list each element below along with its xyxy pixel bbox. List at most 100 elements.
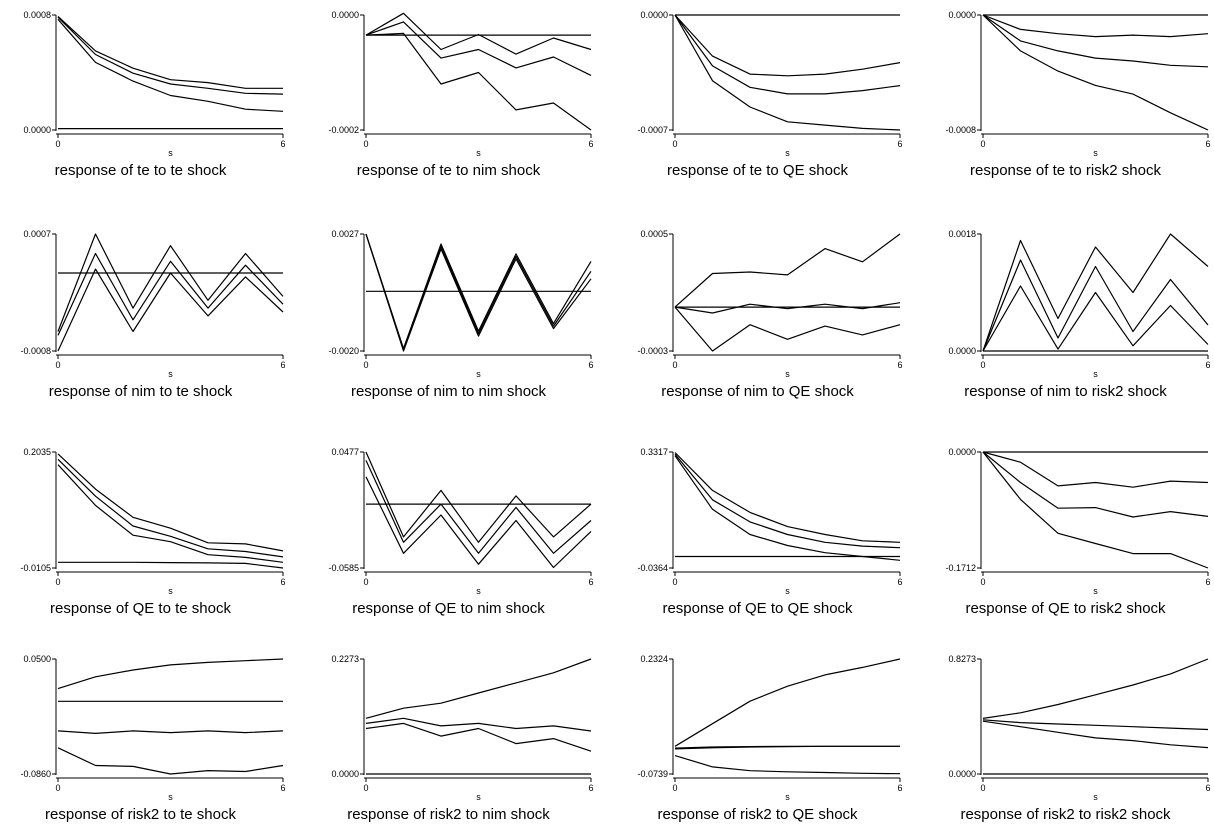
y-tick-label: 0.8273 bbox=[948, 654, 976, 664]
y-tick-label: 0.0000 bbox=[948, 447, 976, 457]
x-tick-label: 6 bbox=[588, 783, 593, 793]
y-tick-label: -0.0860 bbox=[20, 769, 51, 779]
chart-title: response of QE to QE shock bbox=[662, 600, 853, 617]
x-tick-label: 0 bbox=[363, 360, 368, 370]
series-line bbox=[365, 451, 592, 543]
x-axis-label: s bbox=[785, 586, 790, 596]
y-tick-label: -0.0105 bbox=[20, 563, 51, 573]
series-line bbox=[57, 18, 284, 112]
x-axis-label: s bbox=[476, 369, 481, 379]
x-axis-label: s bbox=[476, 586, 481, 596]
x-axis-label: s bbox=[785, 148, 790, 158]
y-tick-label: -0.0007 bbox=[637, 125, 668, 135]
chart-title: response of nim to te shock bbox=[49, 383, 233, 400]
x-axis-label: s bbox=[1093, 792, 1098, 802]
x-tick-label: 6 bbox=[280, 139, 285, 149]
x-tick-label: 6 bbox=[588, 139, 593, 149]
chart-panel: 0.0000 -0.0002 0 6 s response of te to nim sh… bbox=[328, 10, 593, 179]
x-tick-label: 6 bbox=[1205, 139, 1210, 149]
series-line bbox=[674, 233, 901, 308]
series-line bbox=[982, 14, 1209, 38]
x-axis-label: s bbox=[476, 792, 481, 802]
x-tick-label: 6 bbox=[1205, 783, 1210, 793]
chart-panel: 0.2273 0.0000 0 6 s response of risk2 to nim … bbox=[331, 654, 593, 823]
x-tick-label: 0 bbox=[672, 783, 677, 793]
y-tick-label: -0.0020 bbox=[328, 346, 359, 356]
series-line bbox=[674, 453, 901, 549]
chart-title: response of risk2 to risk2 shock bbox=[960, 806, 1171, 823]
x-tick-label: 6 bbox=[897, 139, 902, 149]
chart-panel: 0.0007 -0.0008 0 6 s response of nim to te sh… bbox=[20, 229, 285, 400]
series-line bbox=[365, 460, 592, 554]
chart-title: response of QE to te shock bbox=[50, 600, 231, 617]
series-line bbox=[365, 21, 592, 76]
x-tick-label: 6 bbox=[280, 577, 285, 587]
x-tick-label: 0 bbox=[55, 783, 60, 793]
series-line bbox=[365, 717, 592, 732]
chart-title: response of te to nim shock bbox=[357, 162, 541, 179]
y-tick-label: 0.2035 bbox=[23, 447, 51, 457]
series-line bbox=[982, 259, 1209, 352]
x-axis-label: s bbox=[168, 369, 173, 379]
y-tick-label: 0.0027 bbox=[331, 229, 359, 239]
x-tick-label: 0 bbox=[363, 139, 368, 149]
chart-title: response of QE to nim shock bbox=[352, 600, 545, 617]
series-line bbox=[365, 722, 592, 752]
series-line bbox=[982, 233, 1209, 352]
series-line bbox=[982, 14, 1209, 131]
y-tick-label: 0.2324 bbox=[640, 654, 668, 664]
y-tick-label: 0.2273 bbox=[331, 654, 359, 664]
x-axis-label: s bbox=[1093, 586, 1098, 596]
y-tick-label: -0.0364 bbox=[637, 563, 668, 573]
chart-title: response of risk2 to nim shock bbox=[347, 806, 550, 823]
series-line bbox=[674, 14, 901, 77]
chart-title: response of te to QE shock bbox=[667, 162, 848, 179]
series-line bbox=[57, 252, 284, 336]
series-line bbox=[58, 561, 284, 569]
series-line bbox=[674, 14, 901, 131]
series-line bbox=[674, 455, 901, 561]
y-tick-label: 0.0007 bbox=[23, 229, 51, 239]
chart-panel: 0.0027 -0.0020 0 6 s response of nim to nim s… bbox=[328, 229, 593, 400]
y-tick-label: 0.0000 bbox=[23, 125, 51, 135]
chart-title: response of te to risk2 shock bbox=[970, 162, 1161, 179]
y-tick-label: -0.0008 bbox=[20, 346, 51, 356]
series-line bbox=[982, 719, 1209, 731]
series-line bbox=[674, 745, 900, 750]
chart-title: response of nim to QE shock bbox=[661, 383, 854, 400]
y-tick-label: 0.0000 bbox=[331, 10, 359, 20]
series-line bbox=[57, 268, 284, 352]
series-line bbox=[365, 476, 592, 569]
y-tick-label: 0.0000 bbox=[948, 769, 976, 779]
chart-panel: 0.3317 -0.0364 0 6 s response of QE to QE sho… bbox=[637, 447, 902, 617]
series-line bbox=[57, 730, 284, 735]
series-line bbox=[365, 32, 592, 131]
y-tick-label: -0.0008 bbox=[945, 125, 976, 135]
x-tick-label: 6 bbox=[897, 577, 902, 587]
series-line bbox=[982, 451, 1209, 488]
series-line bbox=[674, 306, 901, 352]
series-line bbox=[674, 14, 901, 95]
chart-panel: 0.0018 0.0000 0 6 s response of nim to risk2 … bbox=[948, 229, 1210, 400]
y-tick-label: 0.0005 bbox=[640, 229, 668, 239]
chart-panel: 0.8273 0.0000 0 6 s response of risk2 to risk… bbox=[948, 654, 1210, 823]
chart-title: response of nim to risk2 shock bbox=[964, 383, 1167, 400]
x-axis-label: s bbox=[785, 369, 790, 379]
chart-panel: 0.0000 -0.0008 0 6 s response of te to risk2 … bbox=[945, 10, 1210, 179]
y-tick-label: 0.0008 bbox=[23, 10, 51, 20]
x-tick-label: 0 bbox=[55, 360, 60, 370]
y-tick-label: 0.3317 bbox=[640, 447, 668, 457]
x-tick-label: 0 bbox=[55, 139, 60, 149]
series-line bbox=[57, 464, 284, 563]
chart-panel: 0.0005 -0.0003 0 6 s response of nim to QE sh… bbox=[637, 229, 902, 400]
chart-panel: 0.2035 -0.0105 0 6 s response of QE to te sho… bbox=[20, 447, 285, 617]
chart-title: response of risk2 to QE shock bbox=[657, 806, 858, 823]
series-line bbox=[982, 451, 1209, 518]
chart-title: response of nim to nim shock bbox=[351, 383, 547, 400]
series-line bbox=[57, 658, 284, 690]
x-tick-label: 0 bbox=[980, 139, 985, 149]
y-tick-label: 0.0477 bbox=[331, 447, 359, 457]
chart-panel: 0.0008 0.0000 0 6 s response of te to te shoc… bbox=[23, 10, 285, 179]
x-axis-label: s bbox=[168, 792, 173, 802]
